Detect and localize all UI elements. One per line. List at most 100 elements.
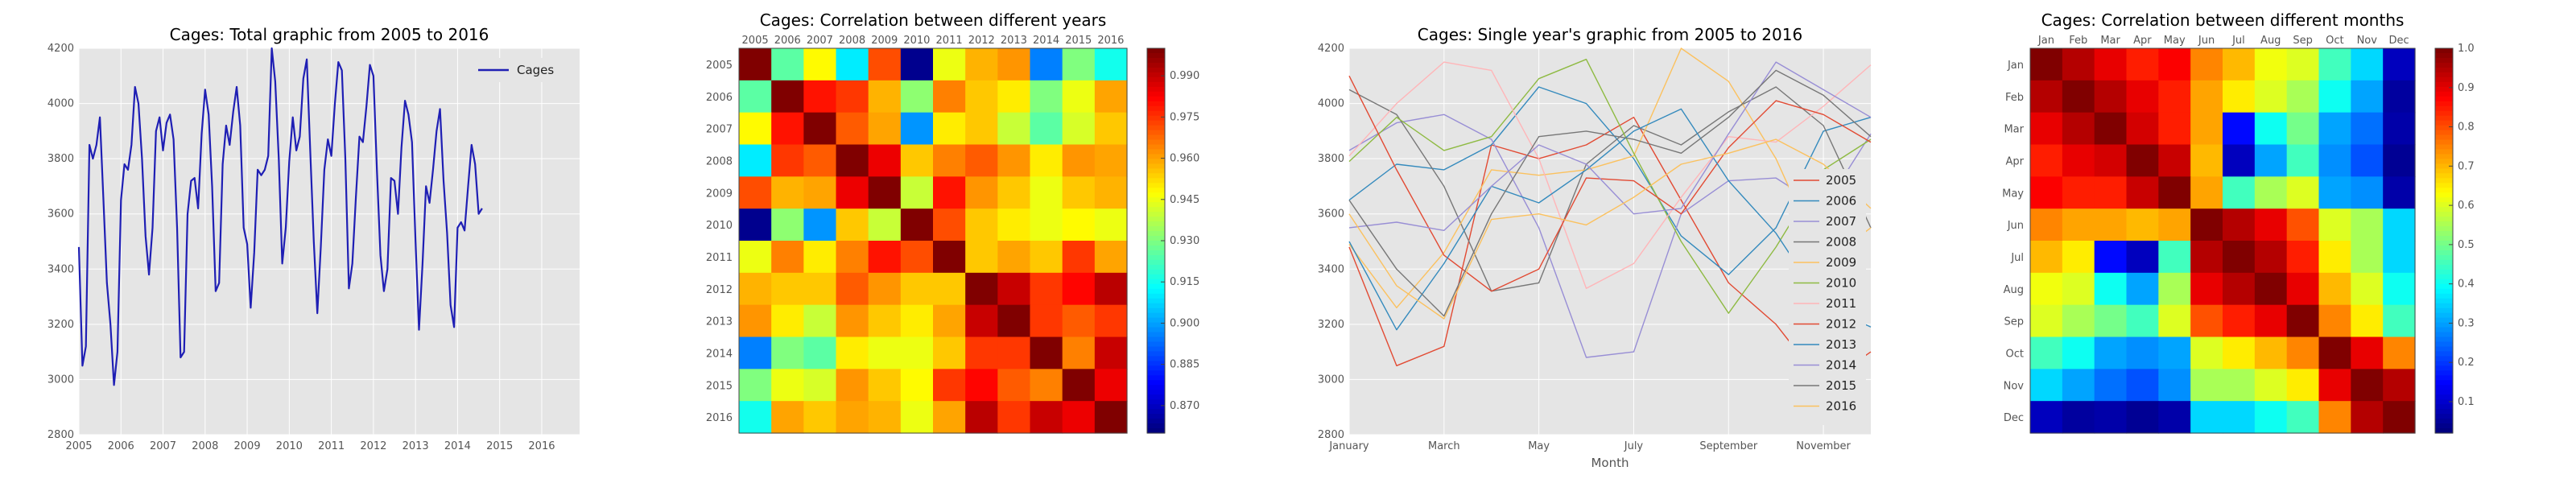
heatmap-cell [2351, 401, 2384, 434]
heatmap-cell [2126, 304, 2159, 338]
heatmap-cell [933, 336, 966, 369]
colorbar-tick-label: 0.4 [2458, 279, 2475, 291]
colorbar-segment [2435, 120, 2453, 126]
heatmap-cell [2383, 112, 2416, 146]
colorbar-segment [2435, 62, 2453, 68]
heatmap-cell [2158, 80, 2191, 114]
colorbar-segment [2435, 250, 2453, 256]
heatmap-cell [900, 272, 934, 306]
heatmap-cell [868, 272, 902, 306]
heatmap-cell [2351, 241, 2384, 274]
heatmap-cell [2223, 401, 2256, 434]
heatmap-cell [965, 241, 998, 274]
colorbar-segment [1147, 312, 1165, 319]
heatmap-cell [836, 241, 869, 274]
heatmap-cell [836, 80, 869, 114]
heatmap-cell [2383, 304, 2416, 338]
heatmap-cell [803, 176, 837, 209]
heatmap-cell [803, 241, 837, 274]
heatmap-cell [965, 401, 998, 434]
column-label: 2006 [774, 35, 801, 47]
row-label: 2008 [706, 155, 733, 167]
colorbar-segment [1147, 341, 1165, 348]
heatmap-cell [2286, 369, 2320, 402]
heatmap-cell [2158, 369, 2191, 402]
heatmap-cell [803, 112, 837, 146]
colorbar-segment [2435, 298, 2453, 304]
chart-title: Cages: Total graphic from 2005 to 2016 [170, 25, 489, 44]
heatmap-cell [933, 369, 966, 402]
heatmap-cell [2286, 144, 2320, 177]
heatmap-cell [2126, 176, 2159, 209]
heatmap-cell [2158, 401, 2191, 434]
heatmap-cell [2030, 144, 2063, 177]
heatmap-cell [2190, 241, 2223, 274]
x-tick-label: March [1428, 440, 1460, 452]
colorbar-segment [1147, 317, 1165, 324]
heatmap-cell [2351, 48, 2384, 81]
heatmap-cell [997, 304, 1031, 338]
column-label: 2007 [807, 35, 833, 47]
colorbar-tick-label: 0.990 [1170, 70, 1199, 82]
colorbar-segment [2435, 269, 2453, 275]
colorbar-segment [1147, 394, 1165, 400]
heatmap-cell [2062, 304, 2095, 338]
heatmap-cell [2094, 48, 2128, 81]
colorbar-segment [2435, 332, 2453, 338]
heatmap-cell [2223, 144, 2256, 177]
row-label: 2005 [706, 60, 733, 72]
colorbar-segment [2435, 394, 2453, 400]
x-tick-label: 2005 [65, 440, 92, 452]
legend: 2005 2006 2007 2008 2009 2010 2011 2012 2013 2014… [1789, 169, 1866, 425]
heatmap-cell [2126, 208, 2159, 242]
row-label: 2007 [706, 124, 733, 136]
colorbar-segment [1147, 226, 1165, 232]
heatmap-cell [2030, 369, 2063, 402]
heatmap-cell [2383, 401, 2416, 434]
colorbar-segment [1147, 245, 1165, 251]
series-line-2008 [1348, 86, 1872, 292]
colorbar-segment [1147, 134, 1165, 141]
heatmap-cell [2223, 241, 2256, 274]
heatmap-cell [2094, 272, 2128, 306]
heatmap-cell [1030, 80, 1063, 114]
colorbar-segment [2435, 346, 2453, 353]
heatmap-cell [1062, 401, 1096, 434]
heatmap-cell [900, 208, 934, 242]
series-line-2012 [1348, 75, 1872, 292]
x-axis-label: Month [1591, 456, 1629, 470]
column-label: Sep [2293, 35, 2313, 47]
heatmap-cell [2383, 369, 2416, 402]
colorbar-segment [1147, 385, 1165, 390]
heatmap-cell [2126, 401, 2159, 434]
colorbar-segment [1147, 351, 1165, 357]
heatmap-cell [836, 272, 869, 306]
heatmap-cell [2030, 80, 2063, 114]
heatmap-cell [2286, 304, 2320, 338]
heatmap-cell [997, 401, 1031, 434]
legend-label: Cages [517, 63, 554, 77]
colorbar-segment [2435, 168, 2453, 174]
heatmap-cell [2318, 208, 2351, 242]
chart-title: Cages: Correlation between different mon… [2041, 10, 2405, 30]
series-line-2009 [1348, 47, 1872, 308]
heatmap-cell [771, 112, 804, 146]
legend-label: 2011 [1826, 296, 1856, 311]
heatmap-cell [2318, 369, 2351, 402]
colorbar-segment [2435, 414, 2453, 419]
x-tick-label: 2016 [528, 440, 555, 452]
x-tick-label: 2015 [486, 440, 513, 452]
heatmap-cell [933, 112, 966, 146]
heatmap-cell [2094, 80, 2128, 114]
colorbar-segment [1147, 231, 1165, 237]
heatmap-cell [2254, 48, 2288, 81]
colorbar-segment [1147, 52, 1165, 59]
colorbar-segment [1147, 72, 1165, 78]
colorbar-segment [2435, 283, 2453, 290]
colorbar-segment [1147, 159, 1165, 164]
heatmap-cell [2383, 336, 2416, 369]
y-tick-label: 3000 [47, 374, 74, 386]
colorbar-segment [1147, 293, 1165, 299]
x-tick-label: November [1796, 440, 1851, 452]
